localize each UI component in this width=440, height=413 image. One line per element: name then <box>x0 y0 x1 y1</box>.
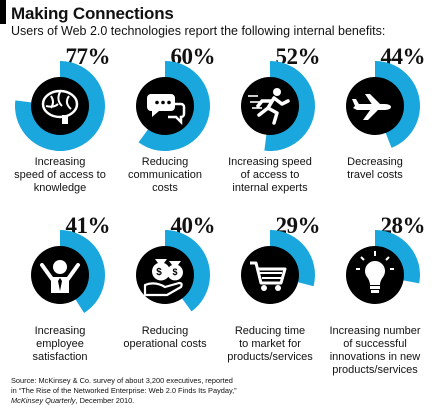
source-journal: McKinsey Quarterly <box>11 396 76 405</box>
benefit-label: Reducing operational costs <box>109 325 221 351</box>
source-line-2: in “The Rise of the Networked Enterprise… <box>11 386 237 395</box>
airplane-icon <box>352 94 391 120</box>
cheering-employee-icon <box>40 260 80 293</box>
donut-chart <box>241 61 315 151</box>
benefit-label-line: operational costs <box>123 338 207 350</box>
source-date: , December 2010. <box>75 396 135 405</box>
benefit-label-line: Increasing speed <box>228 156 312 168</box>
donut-center <box>31 77 89 135</box>
source-line-1: Source: McKinsey & Co. survey of about 3… <box>11 376 233 385</box>
benefit-label: Decreasing travel costs <box>319 156 431 182</box>
benefit-label-line: travel costs <box>347 169 403 181</box>
page-title: Making Connections <box>11 4 174 23</box>
brain-icon <box>41 89 79 124</box>
donut-center <box>31 246 89 304</box>
donut-chart <box>346 230 420 304</box>
benefit-label-line: Decreasing <box>347 156 403 168</box>
benefit-item: 40% $ $ Reducing operational costs <box>115 213 215 378</box>
money-bags-icon: $ $ <box>143 259 183 297</box>
lightbulb-icon <box>356 251 394 293</box>
benefit-label-line: innovations in new <box>329 351 421 363</box>
donut-chart <box>15 61 106 151</box>
benefit-label: Increasing speed of access to knowledge <box>4 156 116 195</box>
title-marker <box>0 0 6 24</box>
speech-bubbles-icon <box>147 94 186 126</box>
benefit-label-line: Reducing <box>141 325 189 337</box>
donut-chart: $ $ <box>136 230 210 312</box>
benefit-label: Reducing time to market for products/servi… <box>214 325 326 364</box>
donut-chart <box>346 61 420 148</box>
benefit-item: 77% Increasing speed of access to knowledge <box>10 44 110 209</box>
svg-text:$: $ <box>172 267 177 277</box>
donut-center <box>241 246 299 304</box>
benefit-label-line: Increasing number <box>329 325 421 337</box>
svg-text:$: $ <box>156 267 162 278</box>
benefit-label-line: internal experts <box>232 182 308 194</box>
benefit-label-line: Reducing <box>141 156 189 168</box>
benefit-item: 60% Reducing communication costs <box>115 44 215 209</box>
donut-chart <box>136 61 210 151</box>
donut-chart <box>241 230 315 304</box>
benefit-label-line: to market for <box>239 338 301 350</box>
benefit-label: Reducing communication costs <box>109 156 221 195</box>
running-person-icon <box>248 88 290 125</box>
benefit-label-line: costs <box>152 182 178 194</box>
benefit-item: 41% Increasing employee satisfaction <box>10 213 110 378</box>
source-note: Source: McKinsey & Co. survey of about 3… <box>11 376 237 406</box>
benefit-label: Increasing number of successful innovation… <box>319 325 431 377</box>
benefit-item: 52% Increasing speed of access to internal … <box>220 44 320 209</box>
benefit-label-line: employee <box>36 338 84 350</box>
benefit-label-line: Increasing <box>34 325 86 337</box>
benefit-item: 29% Reducing time to market for products/se… <box>220 213 320 378</box>
benefit-label: Increasing employee satisfaction <box>4 325 116 364</box>
benefit-label-line: knowledge <box>33 182 87 194</box>
benefit-label: Increasing speed of access to internal exp… <box>214 156 326 195</box>
donut-chart <box>31 230 105 313</box>
benefit-label-line: satisfaction <box>32 351 88 363</box>
benefit-label-line: Reducing time <box>234 325 306 337</box>
shopping-cart-icon <box>250 261 287 291</box>
benefit-label-line: products/services <box>227 351 313 363</box>
benefit-label-line: products/services <box>332 364 418 376</box>
benefit-label-line: communication <box>128 169 202 181</box>
benefit-label-line: speed of access to <box>14 169 106 181</box>
benefit-label-line: of access to <box>240 169 300 181</box>
page-subtitle: Users of Web 2.0 technologies report the… <box>11 24 386 38</box>
benefit-label-line: Increasing <box>34 156 86 168</box>
source-line-3: McKinsey Quarterly, December 2010. <box>11 396 237 406</box>
benefit-item: 44% Decreasing travel costs <box>325 44 425 209</box>
benefit-item: 28% Increasing number of successful innovat… <box>325 213 425 378</box>
benefit-label-line: of successful <box>343 338 407 350</box>
